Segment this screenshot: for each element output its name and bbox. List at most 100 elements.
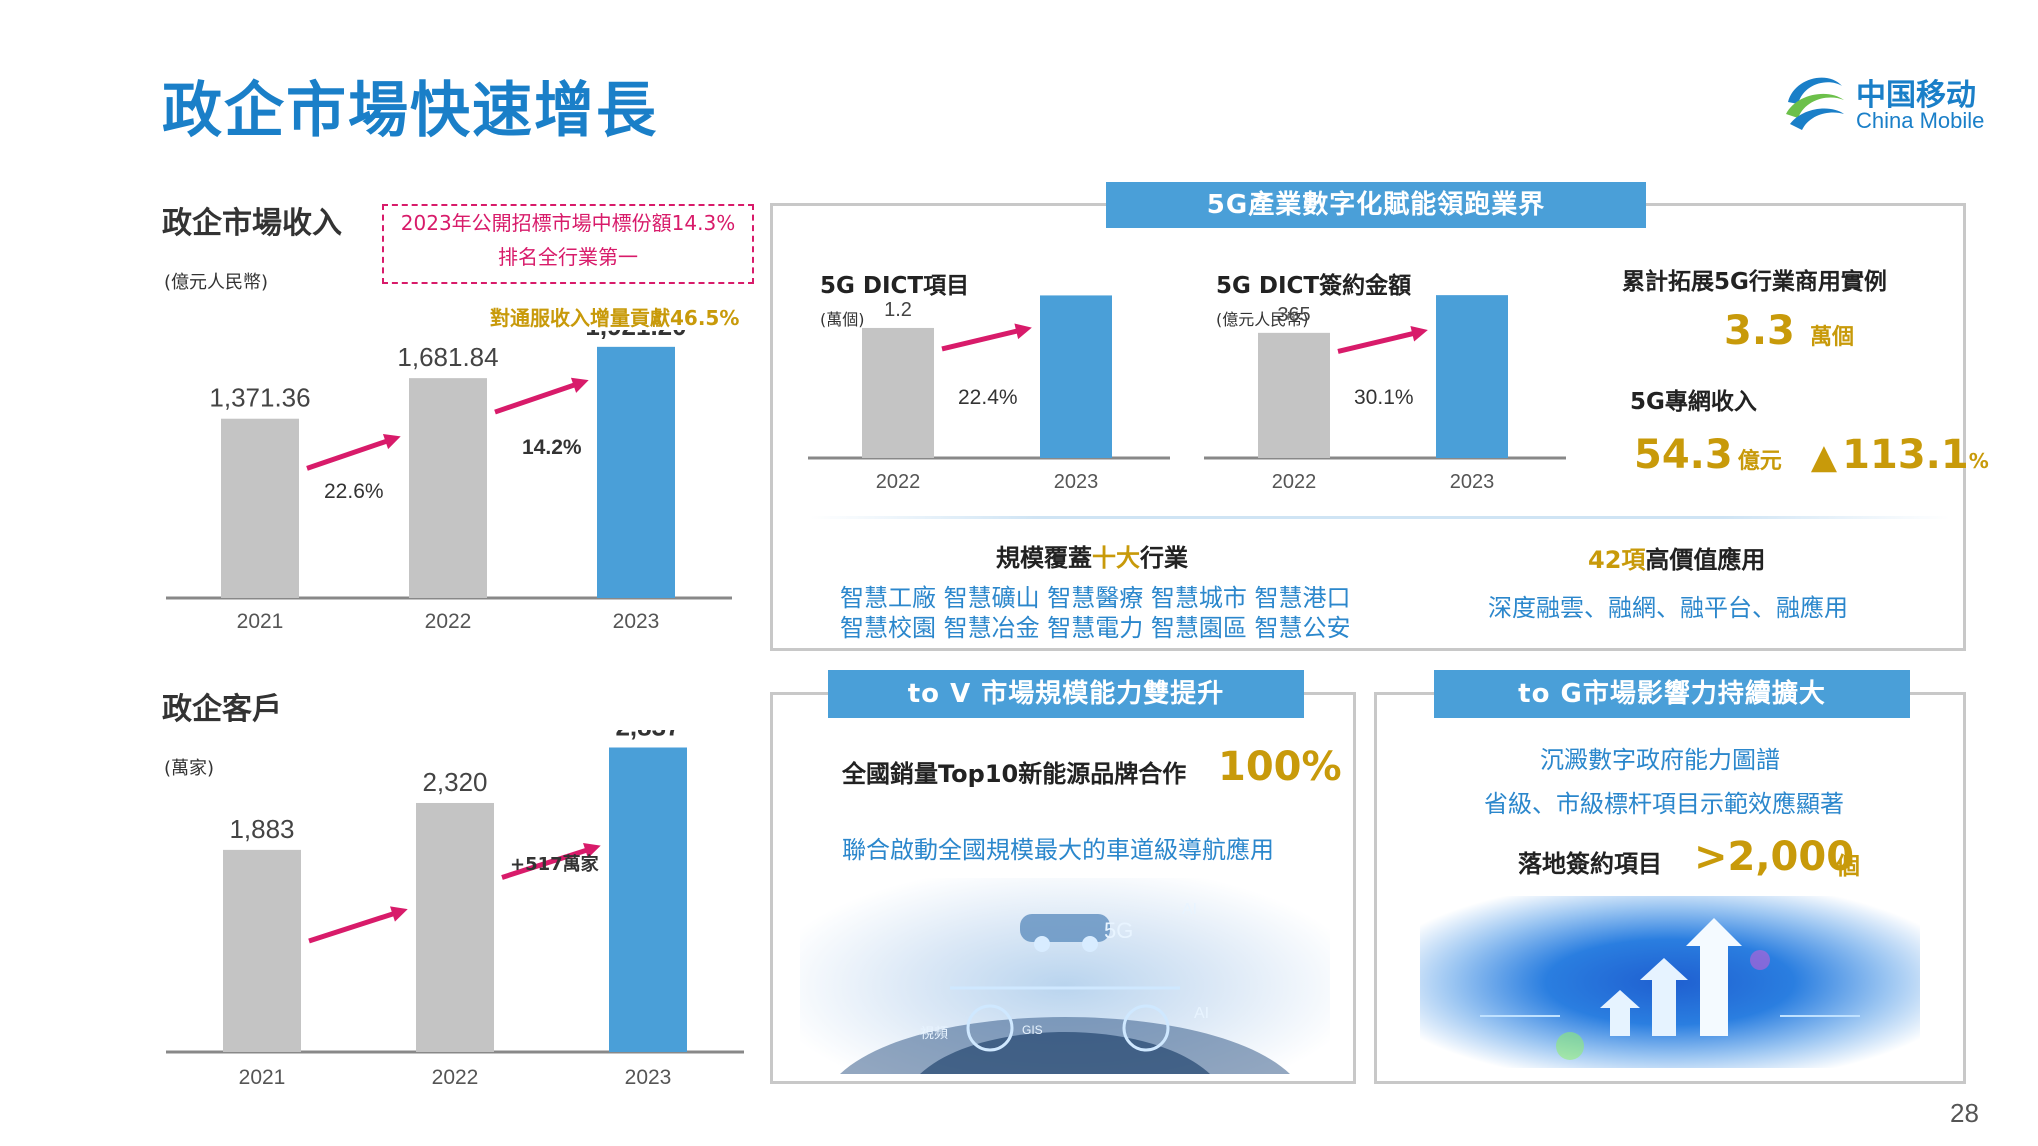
private-network-heading: 5G專網收入 bbox=[1630, 389, 1757, 415]
page-title: 政企市場快速增長 bbox=[162, 76, 658, 146]
growth-arrow bbox=[501, 845, 596, 880]
tog-banner: to G市場影響力持續擴大 bbox=[1434, 670, 1910, 718]
growth-label-2022: 22.6% bbox=[324, 480, 384, 503]
dict-amount-heading: 5G DICT簽約金額 bbox=[1216, 273, 1412, 299]
img-label-gis: GIS bbox=[1022, 1023, 1043, 1037]
tick-label-2022: 2022 bbox=[876, 471, 921, 493]
bar-2021 bbox=[221, 418, 299, 598]
car-dashboard-illustration: 5G AI AI 視頻 GIS bbox=[840, 901, 1290, 1074]
panel-divider bbox=[810, 516, 1950, 519]
industries-highlight: 十大 bbox=[1092, 544, 1140, 572]
dict-amount-unit: (億元人民幣) bbox=[1216, 310, 1309, 329]
apps-label: 高價值應用 bbox=[1645, 546, 1766, 574]
cases-unit: 萬個 bbox=[1809, 325, 1854, 350]
apps-list: 深度融雲、融網、融平台、融應用 bbox=[1488, 594, 1848, 622]
growth-arrow bbox=[1337, 328, 1423, 354]
img-label-video: 視頻 bbox=[920, 1026, 948, 1042]
tog-line-2: 省級、市級標杆項目示範效應顯著 bbox=[1484, 790, 1844, 818]
tick-label-2023: 2023 bbox=[1054, 471, 1099, 493]
value-label-2022: 1.2 bbox=[884, 299, 912, 321]
industries-heading: 規模覆蓋十大行業 bbox=[996, 538, 1188, 573]
revenue-heading: 政企市場收入 bbox=[162, 206, 342, 241]
growth-arrow-head bbox=[382, 434, 401, 450]
revenue-unit: (億元人民幣) bbox=[164, 272, 269, 293]
bar-2021 bbox=[223, 849, 301, 1052]
tov-banner: to V 市場規模能力雙提升 bbox=[828, 670, 1304, 718]
tick-label-2022: 2022 bbox=[432, 1066, 479, 1089]
value-label-2021: 1,371.36 bbox=[209, 383, 310, 413]
value-label-2022: 2,320 bbox=[422, 767, 487, 797]
tog-line-1: 沉澱數字政府能力圖譜 bbox=[1540, 746, 1780, 774]
private-network-unit: 億元 bbox=[1737, 449, 1782, 474]
bar-2023 bbox=[1436, 295, 1508, 458]
5g-panel-banner: 5G產業數字化賦能領跑業界 bbox=[1106, 182, 1646, 228]
triangle-up-icon: ▲ bbox=[1810, 437, 1838, 477]
5g-digitalization-panel bbox=[770, 203, 1966, 651]
value-label-2023: 2,837 bbox=[615, 730, 680, 741]
cases-value-group: 3.3 萬個 bbox=[1724, 308, 1854, 354]
growth-arrows-illustration bbox=[1480, 918, 1860, 1060]
tick-label-2022: 2022 bbox=[425, 610, 472, 633]
value-label-2023: 1,921.20 bbox=[585, 330, 686, 341]
tog-signed-value: >2,000 bbox=[1694, 834, 1855, 880]
customers-heading: 政企客戶 bbox=[162, 692, 282, 727]
img-label-ai-2: AI bbox=[1194, 1005, 1209, 1022]
dict-projects-unit: (萬個) bbox=[820, 310, 865, 329]
logo-text-cn: 中国移动 bbox=[1856, 78, 1976, 113]
tog-signed-label: 落地簽約項目 bbox=[1518, 850, 1662, 878]
bar-2022 bbox=[409, 378, 487, 598]
tick-label-2023: 2023 bbox=[625, 1066, 672, 1089]
growth-arrow-head bbox=[583, 842, 601, 859]
dict-projects-bar-chart: 1.220221.52023 bbox=[808, 295, 1170, 493]
tog-signed-unit: 個 bbox=[1836, 852, 1860, 880]
dict-amount-growth: 30.1% bbox=[1354, 386, 1414, 409]
tick-label-2022: 2022 bbox=[1272, 471, 1317, 493]
customers-unit: (萬家) bbox=[164, 758, 215, 779]
tov-nav-text: 聯合啟動全國規模最大的車道級導航應用 bbox=[842, 836, 1274, 864]
value-label-2021: 1,883 bbox=[229, 814, 294, 844]
dict-amount-bar-chart: 36520224752023 bbox=[1204, 295, 1566, 493]
private-network-growth: 113.1 bbox=[1842, 432, 1969, 478]
customers-bar-chart: 1,883 2021 2,320 2022 2,837 2023 bbox=[166, 730, 744, 1089]
value-label-2022: 1,681.84 bbox=[397, 342, 498, 372]
private-network-value-group: 54.3 億元 ▲ 113.1% bbox=[1634, 432, 1989, 478]
private-network-value: 54.3 bbox=[1634, 432, 1733, 478]
growth-arrows-image bbox=[1420, 896, 1920, 1068]
customer-increase-label: +517萬家 bbox=[510, 854, 599, 875]
growth-arrow-head bbox=[1410, 325, 1428, 342]
tick-label-2023: 2023 bbox=[613, 610, 660, 633]
contribution-note: 對通服收入增量貢獻46.5% bbox=[490, 306, 740, 330]
industries-prefix: 規模覆蓋 bbox=[996, 544, 1092, 572]
tov-coop-label: 全國銷量Top10新能源品牌合作 bbox=[842, 760, 1187, 788]
tick-label-2021: 2021 bbox=[237, 610, 284, 633]
tick-label-2021: 2021 bbox=[239, 1066, 286, 1089]
logo-text-en: China Mobile bbox=[1856, 108, 1985, 133]
ranking-callout: 2023年公開招標市場中標份額14.3% 排名全行業第一 bbox=[382, 204, 754, 284]
tov-coop-value: 100% bbox=[1218, 744, 1342, 790]
bar-2023 bbox=[609, 747, 687, 1052]
growth-arrow-head bbox=[390, 906, 408, 922]
value-label-2022: 365 bbox=[1277, 304, 1310, 326]
private-network-growth-unit: % bbox=[1968, 449, 1989, 473]
apps-count: 42項 bbox=[1588, 546, 1646, 574]
growth-arrow bbox=[494, 379, 584, 415]
bar-2022 bbox=[416, 802, 494, 1052]
bar-2022 bbox=[1258, 332, 1330, 458]
car-dashboard-image: 5G AI AI 視頻 GIS bbox=[800, 878, 1330, 1074]
callout-line-2: 排名全行業第一 bbox=[498, 245, 638, 269]
growth-arrow bbox=[941, 326, 1027, 352]
revenue-bar-chart: 1,371.36 2021 1,681.84 2022 1,921.20 2023 bbox=[166, 330, 732, 633]
cases-value: 3.3 bbox=[1724, 308, 1795, 354]
growth-arrow bbox=[308, 908, 403, 944]
bar-2022 bbox=[862, 327, 934, 458]
china-mobile-logo: 中国移动 China Mobile bbox=[1780, 64, 2000, 144]
industries-suffix: 行業 bbox=[1140, 544, 1188, 572]
callout-line-1: 2023年公開招標市場中標份額14.3% bbox=[400, 211, 736, 235]
img-label-5g: 5G bbox=[1104, 918, 1133, 943]
industries-row-1: 智慧工廠 智慧礦山 智慧醫療 智慧城市 智慧港口 bbox=[840, 584, 1351, 612]
cases-heading: 累計拓展5G行業商用實例 bbox=[1622, 269, 1887, 295]
bar-2023 bbox=[597, 346, 675, 598]
tick-label-2023: 2023 bbox=[1450, 471, 1495, 493]
page-number: 28 bbox=[1950, 1098, 1979, 1128]
growth-arrow-head bbox=[1014, 323, 1032, 340]
